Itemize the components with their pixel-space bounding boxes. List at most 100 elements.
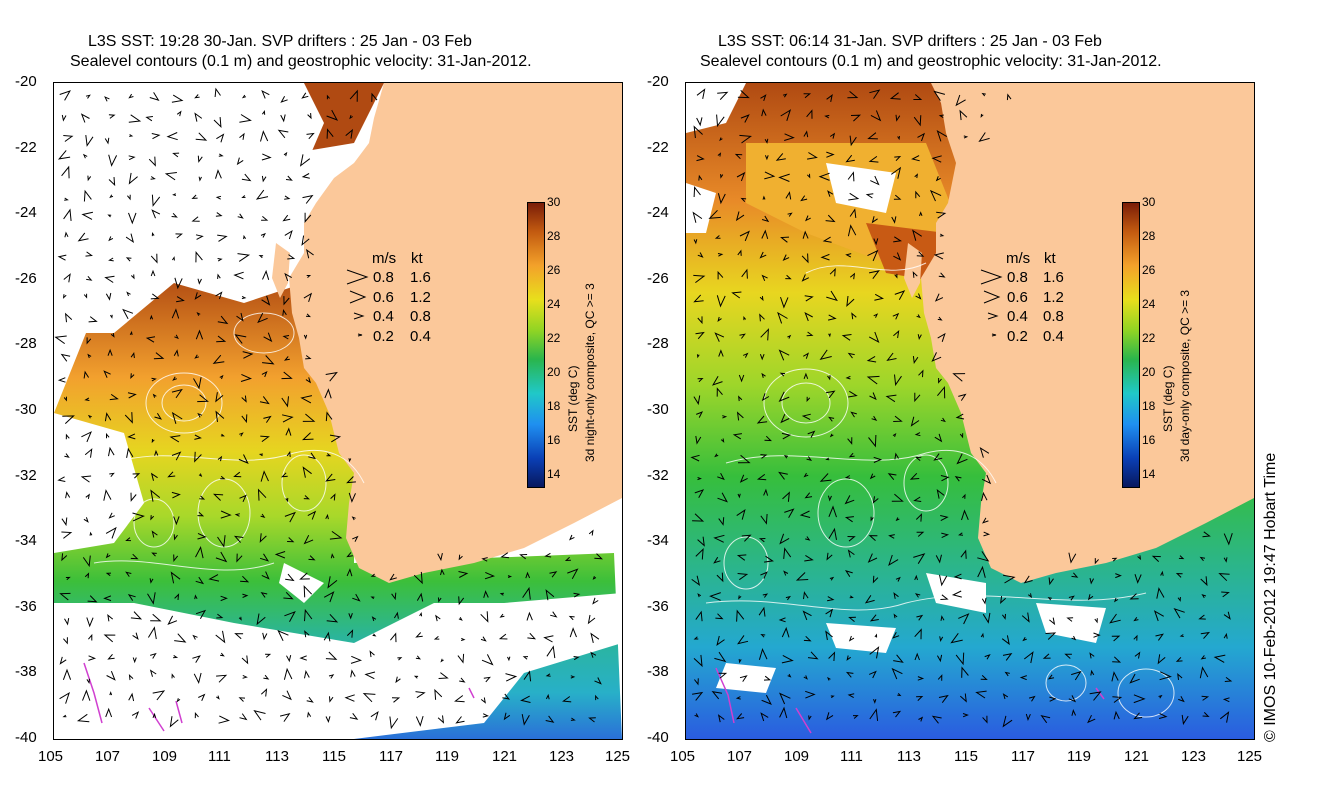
velocity-arrow [299, 154, 311, 167]
lat-tick-label: -40 [647, 729, 669, 746]
velocity-arrow [959, 693, 967, 703]
velocity-arrow [849, 272, 856, 280]
lon-tick-label: 105 [38, 748, 64, 765]
velocity-arrow [61, 531, 73, 539]
velocity-arrow [738, 374, 745, 383]
velocity-arrow [762, 593, 769, 598]
lat-tick-label: -22 [15, 139, 37, 156]
velocity-arrow [83, 517, 89, 523]
right-colorbar [1122, 202, 1140, 488]
velocity-arrow [783, 570, 789, 576]
velocity-arrow [507, 575, 513, 578]
lon-tick-label: 113 [897, 748, 921, 765]
velocity-arrow [287, 537, 295, 543]
velocity-arrow [216, 674, 228, 683]
velocity-arrow [1223, 611, 1231, 620]
velocity-arrow [171, 491, 181, 499]
velocity-arrow [714, 332, 725, 342]
velocity-arrow [780, 236, 790, 243]
left-sst-map[interactable] [53, 82, 623, 740]
velocity-arrow [1087, 594, 1094, 601]
velocity-arrow [848, 390, 858, 398]
velocity-arrow [261, 216, 269, 221]
velocity-arrow [894, 290, 906, 300]
velocity-arrow [805, 536, 811, 541]
velocity-arrow [718, 517, 725, 526]
velocity-arrow [848, 452, 855, 458]
velocity-arrow [132, 512, 145, 522]
velocity-arrow [212, 354, 225, 364]
velocity-arrow [741, 268, 748, 279]
velocity-arrow [437, 715, 445, 724]
velocity-arrow [739, 675, 748, 682]
velocity-arrow [1112, 696, 1123, 703]
velocity-arrow [1181, 714, 1189, 726]
velocity-arrow [980, 632, 984, 638]
velocity-arrow [910, 416, 920, 427]
velocity-arrow [982, 715, 988, 724]
velocity-arrow [891, 166, 902, 179]
velocity-arrow [1042, 653, 1051, 659]
right-map-svg [686, 83, 1254, 739]
velocity-arrow [64, 197, 69, 201]
velocity-arrow [761, 108, 767, 117]
velocity-arrow [758, 606, 766, 617]
velocity-arrow [216, 695, 220, 700]
velocity-arrow [588, 717, 596, 723]
velocity-arrow [220, 652, 225, 657]
velocity-arrow [869, 646, 880, 659]
velocity-arrow [130, 351, 135, 359]
velocity-arrow [63, 396, 67, 402]
velocity-arrow [329, 696, 334, 703]
velocity-arrow [825, 457, 830, 461]
velocity-arrow [171, 451, 182, 461]
velocity-arrow [150, 652, 157, 659]
velocity-arrow [806, 456, 813, 462]
velocity-arrow [1040, 715, 1051, 724]
velocity-arrow [499, 592, 504, 596]
velocity-arrow [803, 635, 812, 642]
velocity-arrow [935, 554, 942, 564]
legend-value-ms: 0.6 [1007, 289, 1028, 306]
velocity-arrow [692, 691, 704, 701]
lat-tick-label: -22 [647, 139, 669, 156]
velocity-arrow [732, 433, 742, 440]
lon-tick-label: 107 [727, 748, 753, 765]
velocity-arrow [954, 476, 962, 482]
velocity-arrow [348, 492, 356, 503]
velocity-arrow [82, 689, 91, 701]
velocity-arrow [931, 715, 942, 724]
right-sst-map[interactable] [685, 82, 1255, 740]
velocity-arrow [301, 432, 314, 441]
velocity-arrow [736, 713, 745, 720]
velocity-arrow [282, 214, 291, 222]
velocity-arrow [329, 530, 343, 540]
velocity-arrow [763, 488, 769, 496]
velocity-arrow [327, 576, 338, 589]
velocity-arrow [893, 415, 903, 422]
velocity-arrow [457, 653, 465, 664]
velocity-arrow [803, 675, 808, 680]
velocity-arrow [1198, 614, 1206, 620]
velocity-arrow [61, 553, 68, 562]
velocity-arrow [242, 593, 249, 598]
velocity-arrow [978, 132, 990, 143]
velocity-arrow [214, 87, 221, 98]
velocity-arrow [277, 129, 289, 139]
velocity-arrow [130, 274, 135, 280]
velocity-arrow [738, 658, 742, 664]
velocity-arrow [873, 313, 879, 318]
velocity-arrow [234, 513, 240, 517]
lat-tick-label: -40 [15, 729, 37, 746]
velocity-arrow [1064, 653, 1072, 659]
velocity-arrow [736, 411, 744, 421]
velocity-arrow [243, 234, 247, 240]
velocity-arrow [763, 675, 772, 681]
lon-tick-label: 117 [379, 748, 403, 765]
velocity-arrow [717, 714, 725, 723]
velocity-arrow [416, 592, 424, 602]
velocity-arrow [731, 291, 742, 299]
velocity-arrow [325, 371, 338, 382]
velocity-arrow [885, 394, 897, 403]
velocity-arrow [760, 454, 768, 459]
